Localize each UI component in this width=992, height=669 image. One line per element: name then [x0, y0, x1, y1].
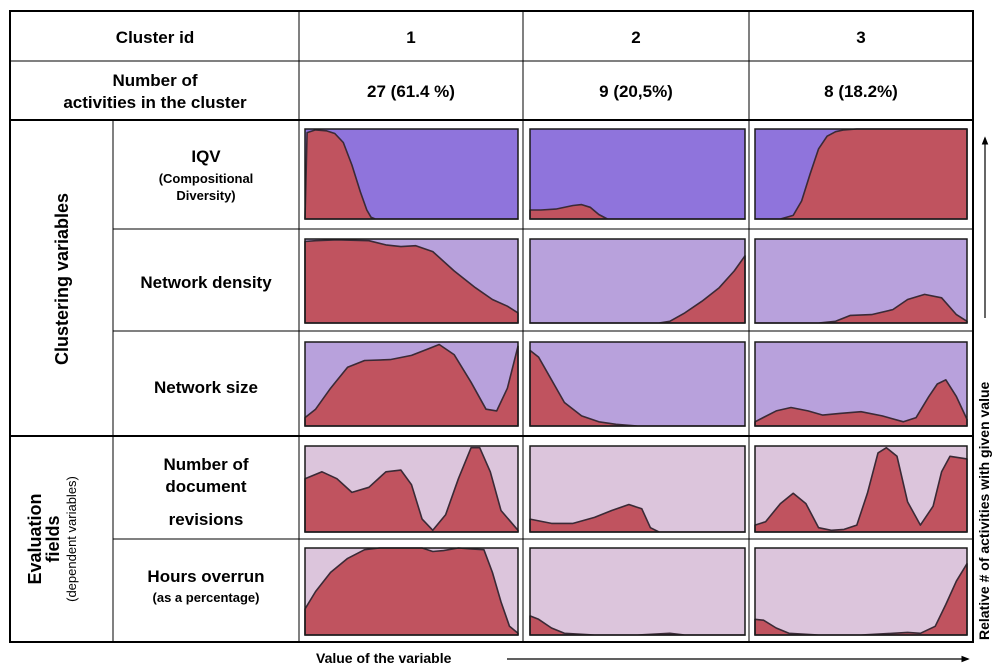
table-frame	[9, 10, 974, 643]
row-label-overrun-sub: (as a percentage)	[153, 590, 260, 605]
group-label-clustering: Clustering variables	[52, 193, 72, 365]
count-label-line2: activities in the cluster	[63, 93, 247, 112]
x-axis-caption: Value of the variable	[316, 650, 452, 666]
row-label-overrun: Hours overrun	[147, 567, 264, 586]
number-of-document-revisions-cluster-1-area	[304, 446, 519, 533]
row-label-iqv-sub2: Diversity)	[176, 188, 235, 203]
y-axis-caption: Relative # of activities with given valu…	[976, 381, 992, 640]
number-of-document-revisions-cluster-3-area	[754, 446, 968, 533]
row-label-size: Network size	[154, 378, 258, 397]
hours-overrun-cluster-3-panel	[755, 548, 967, 635]
hours-overrun-cluster-2-panel	[530, 548, 745, 635]
hours-overrun-cluster-3-panel-border	[754, 547, 968, 636]
group-label-evaluation-line2: fields	[43, 515, 63, 562]
hours-overrun-cluster-2-panel-border	[529, 547, 746, 636]
cluster-2-header: 2	[631, 28, 640, 47]
row-label-revisions-1: Number of	[164, 455, 249, 474]
network-size-cluster-1-panel-border	[304, 341, 519, 427]
cluster-1-count: 27 (61.4 %)	[367, 82, 455, 101]
cluster-id-label: Cluster id	[116, 28, 194, 47]
count-label-line1: Number of	[113, 71, 198, 90]
row-label-iqv-sub1: (Compositional	[159, 171, 254, 186]
network-size-cluster-3-area	[754, 379, 968, 427]
network-density-cluster-2-panel-border	[529, 238, 746, 324]
network-size-cluster-2-panel-border	[529, 341, 746, 427]
group-label-evaluation-note: (dependent variables)	[64, 476, 79, 602]
cluster-3-header: 3	[856, 28, 865, 47]
iqv-cluster-3-panel-border	[754, 128, 968, 220]
network-size-cluster-3-panel-border	[754, 341, 968, 427]
cluster-3-count: 8 (18.2%)	[824, 82, 898, 101]
network-density-cluster-1-area	[304, 239, 519, 324]
hours-overrun-cluster-3-area	[754, 562, 968, 636]
row-label-iqv: IQV	[191, 147, 221, 166]
number-of-document-revisions-cluster-1-panel-border	[304, 445, 519, 533]
number-of-document-revisions-cluster-2-panel-border	[529, 445, 746, 533]
number-of-document-revisions-cluster-3-panel-border	[754, 445, 968, 533]
network-density-cluster-3-panel-border	[754, 238, 968, 324]
cluster-1-header: 1	[406, 28, 415, 47]
row-label-revisions-3: revisions	[169, 510, 244, 529]
cluster-2-count: 9 (20,5%)	[599, 82, 673, 101]
density-panels	[304, 128, 968, 636]
group-label-evaluation-line1: Evaluation	[25, 493, 45, 584]
row-label-density: Network density	[140, 273, 272, 292]
hours-overrun-cluster-1-panel-border	[304, 547, 519, 636]
network-size-cluster-1-area	[304, 343, 519, 427]
network-density-cluster-1-panel-border	[304, 238, 519, 324]
row-label-revisions-2: document	[165, 477, 247, 496]
iqv-cluster-2-panel-border	[529, 128, 746, 220]
iqv-cluster-1-panel-border	[304, 128, 519, 220]
hours-overrun-cluster-1-area	[304, 547, 519, 636]
iqv-cluster-2-panel	[530, 129, 745, 219]
